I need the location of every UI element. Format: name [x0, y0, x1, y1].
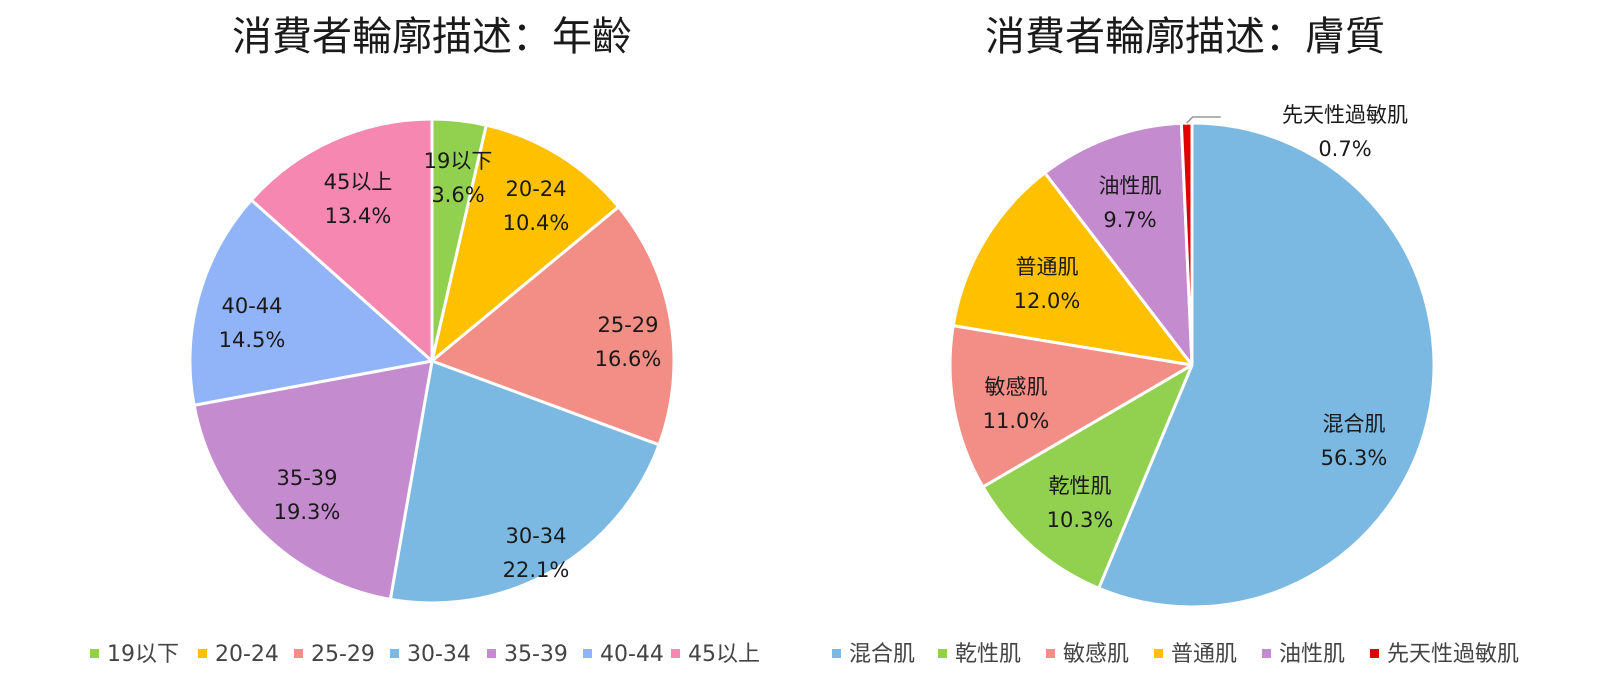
data-label-category-0-6: 45以上 — [324, 170, 393, 194]
data-label-category-1-4: 油性肌 — [1099, 174, 1162, 198]
pie-age: 19以下 3.6% 20-24 10.4% 25-29 16.6% 30-34 22.1% 35… — [188, 117, 676, 605]
legend-swatch-0-3 — [390, 649, 399, 658]
legend-age: 19以下 20-24 25-29 30-34 35-39 40-44 45以上 — [90, 642, 760, 667]
legend-label-1-3: 普通肌 — [1171, 642, 1237, 667]
legend-swatch-1-0 — [832, 649, 841, 658]
data-label-value-0-6: 13.4% — [325, 204, 392, 228]
data-label-category-0-3: 30-34 — [505, 524, 566, 548]
legend-label-0-5: 40-44 — [600, 642, 664, 667]
data-label-category-1-0: 混合肌 — [1323, 412, 1386, 436]
data-label-category-0-2: 25-29 — [597, 313, 658, 337]
legend-label-1-1: 乾性肌 — [955, 642, 1021, 667]
legend-skin: 混合肌 乾性肌 敏感肌 普通肌 油性肌 先天性過敏肌 — [832, 642, 1519, 667]
legend-label-0-0: 19以下 — [107, 642, 179, 667]
leader-line — [1186, 116, 1221, 124]
legend-swatch-0-0 — [90, 649, 99, 658]
legend-swatch-0-2 — [294, 649, 303, 658]
data-label-category-0-5: 40-44 — [221, 294, 282, 318]
legend-swatch-1-1 — [938, 649, 947, 658]
data-label-value-1-3: 12.0% — [1014, 289, 1081, 313]
data-label-category-0-0: 19以下 — [424, 149, 493, 173]
data-label-category-1-2: 敏感肌 — [985, 375, 1048, 399]
pie-slice-0-1 — [430, 123, 621, 363]
legend-label-1-0: 混合肌 — [849, 642, 915, 667]
legend-label-0-6: 45以上 — [688, 642, 760, 667]
chart-title-skin: 消費者輪廓描述：膚質 — [985, 14, 1385, 60]
legend-label-1-5: 先天性過敏肌 — [1387, 642, 1519, 667]
data-label-value-1-2: 11.0% — [983, 409, 1050, 433]
pie-slice-1-4 — [1043, 121, 1194, 367]
data-label-value-0-2: 16.6% — [595, 347, 662, 371]
data-label-value-0-1: 10.4% — [503, 211, 570, 235]
legend-label-0-3: 30-34 — [407, 642, 471, 667]
data-label-category-0-1: 20-24 — [505, 177, 566, 201]
legend-swatch-0-1 — [198, 649, 207, 658]
data-label-category-1-5: 先天性過敏肌 — [1282, 103, 1408, 127]
pie-slice-0-4 — [192, 359, 434, 601]
legend-label-0-1: 20-24 — [215, 642, 279, 667]
data-label-value-1-5: 0.7% — [1318, 137, 1371, 161]
data-label-category-1-3: 普通肌 — [1016, 255, 1079, 279]
data-label-value-1-4: 9.7% — [1103, 208, 1156, 232]
data-label-value-1-0: 56.3% — [1321, 446, 1388, 470]
legend-label-1-2: 敏感肌 — [1063, 642, 1129, 667]
legend-swatch-0-6 — [671, 649, 680, 658]
legend-label-1-4: 油性肌 — [1279, 642, 1345, 667]
legend-label-0-4: 35-39 — [504, 642, 568, 667]
chart-title-age: 消費者輪廓描述：年齡 — [232, 14, 632, 60]
pie-slice-1-0 — [1097, 121, 1436, 609]
data-label-value-0-4: 19.3% — [274, 500, 341, 524]
pie-skin: 混合肌 56.3% 乾性肌 10.3% 敏感肌 11.0% 普通肌 12.0% 油性肌 9.7% 先… — [948, 103, 1436, 609]
legend-swatch-0-4 — [487, 649, 496, 658]
pie-slice-0-5 — [188, 198, 434, 407]
pie-slice-1-1 — [981, 363, 1194, 590]
pie-slice-0-3 — [388, 359, 661, 605]
legend-label-0-2: 25-29 — [311, 642, 375, 667]
legend-swatch-1-5 — [1370, 649, 1379, 658]
pie-slice-0-6 — [249, 117, 434, 363]
data-label-value-1-1: 10.3% — [1047, 508, 1114, 532]
data-label-category-0-4: 35-39 — [276, 466, 337, 490]
data-label-category-1-1: 乾性肌 — [1049, 474, 1112, 498]
pie-slice-1-2 — [948, 324, 1194, 489]
pie-slice-0-2 — [430, 205, 676, 447]
data-label-value-0-5: 14.5% — [219, 328, 286, 352]
legend-swatch-1-4 — [1262, 649, 1271, 658]
legend-swatch-1-2 — [1046, 649, 1055, 658]
data-label-value-0-3: 22.1% — [503, 558, 570, 582]
legend-swatch-0-5 — [583, 649, 592, 658]
data-label-value-0-0: 3.6% — [431, 183, 484, 207]
pie-slice-1-3 — [951, 171, 1194, 367]
legend-swatch-1-3 — [1154, 649, 1163, 658]
